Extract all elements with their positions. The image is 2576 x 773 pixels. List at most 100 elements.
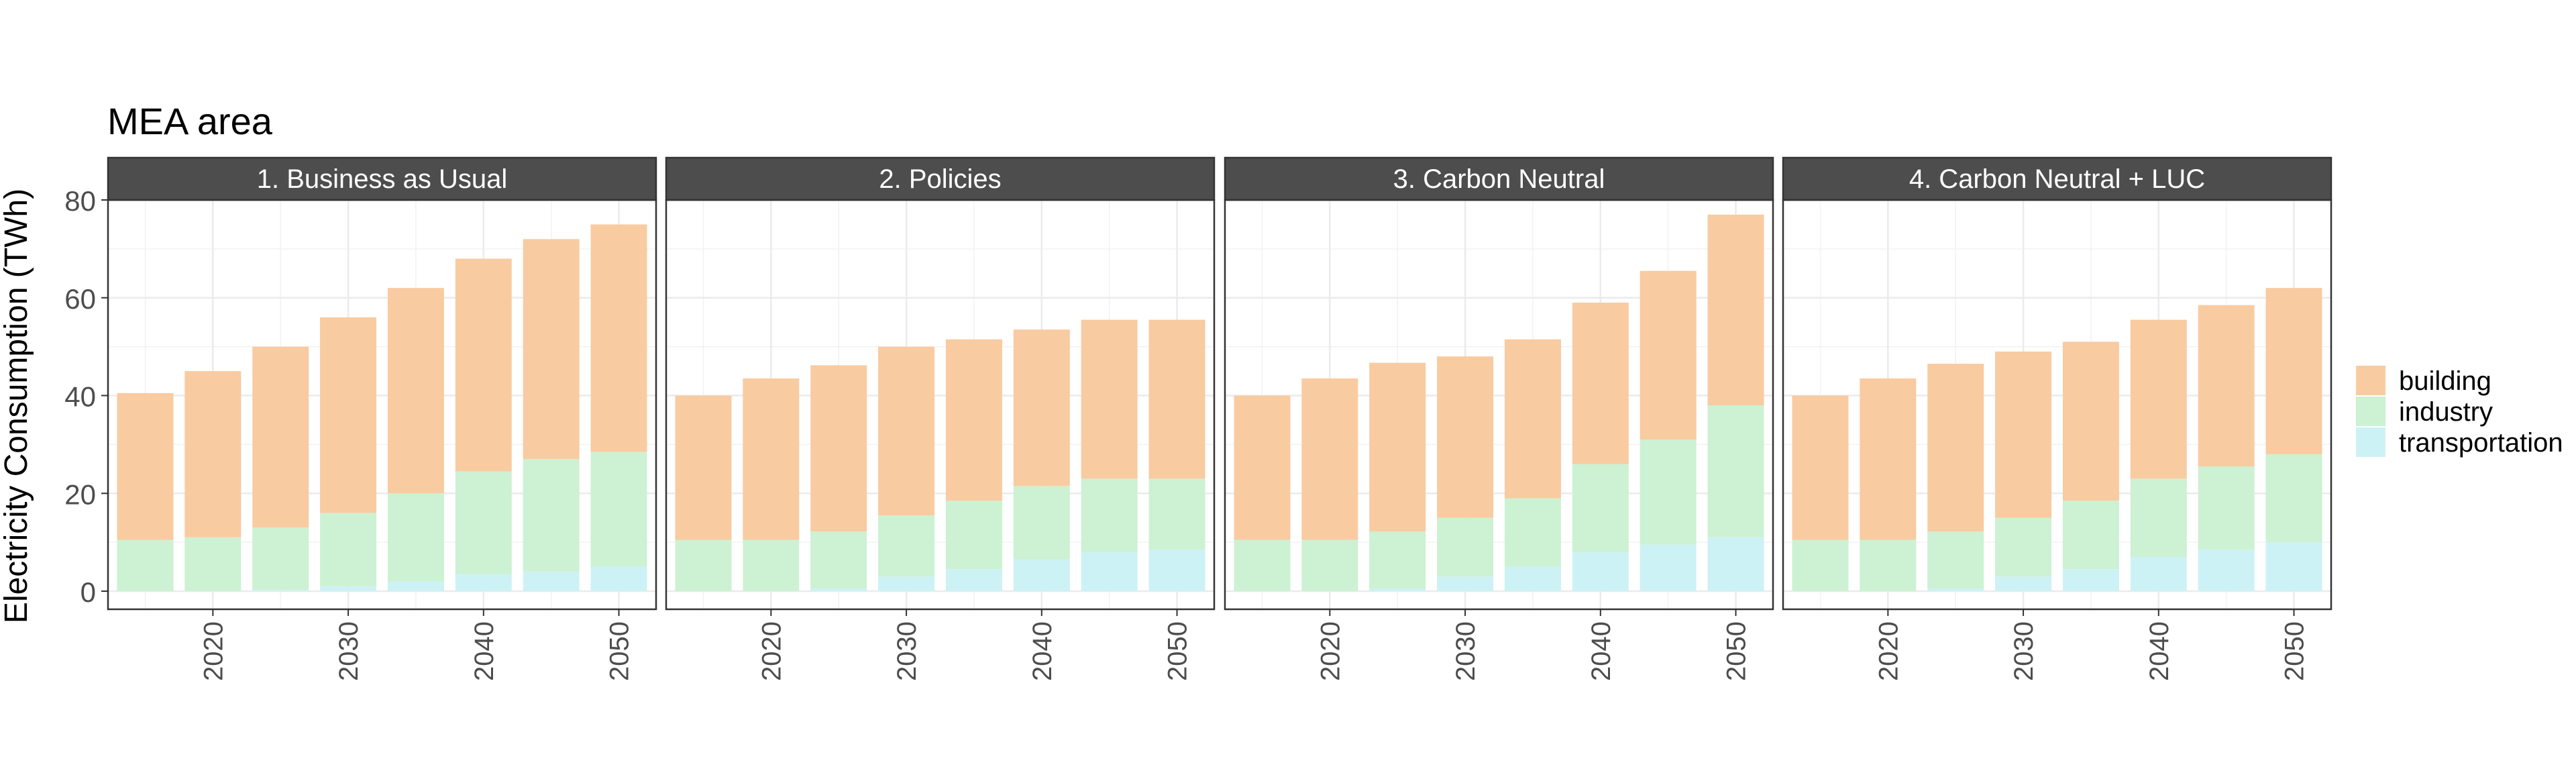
bar-segment-industry	[1707, 405, 1764, 537]
bar-segment-industry	[117, 539, 174, 591]
bar-segment-transportation	[945, 569, 1002, 591]
x-tick-label: 2020	[757, 621, 786, 681]
bar-segment-industry	[1013, 486, 1070, 560]
bar-segment-building	[1437, 356, 1494, 518]
bar-segment-industry	[1437, 517, 1494, 577]
x-tick-label: 2030	[892, 621, 922, 681]
x-tick-label: 2050	[1163, 621, 1193, 681]
bar-segment-industry	[810, 531, 867, 589]
bar-segment-industry	[455, 471, 512, 574]
facet-strip-label: 2. Policies	[879, 164, 1001, 194]
bar-segment-industry	[1792, 539, 1849, 591]
bar-segment-transportation	[2062, 569, 2119, 591]
bar-segment-industry	[945, 501, 1002, 570]
y-axis: 0 20 40 60 80	[64, 185, 108, 608]
y-tick-label: 40	[64, 381, 96, 413]
facet-panel: 3. Carbon Neutral 2020 2030 2040 2050	[1224, 156, 1774, 681]
legend-key	[2356, 397, 2385, 426]
bar-segment-building	[1995, 351, 2052, 518]
bar-segment-building	[320, 317, 377, 513]
bar-segment-building	[523, 239, 580, 460]
x-tick-label: 2020	[199, 621, 228, 681]
facet-panel: 1. Business as Usual 2020 2030 2040 2050	[107, 156, 657, 681]
bar-segment-industry	[878, 515, 935, 577]
bar-segment-industry	[1995, 517, 2052, 577]
bar-segment-industry	[252, 527, 309, 590]
bar-segment-building	[1640, 270, 1697, 440]
x-tick-label: 2040	[470, 621, 499, 681]
bar-segment-building	[675, 395, 732, 540]
bar-segment-industry	[320, 513, 377, 586]
bar-segment-building	[945, 339, 1002, 501]
bar-segment-industry	[1081, 478, 1138, 552]
y-tick-label: 80	[64, 185, 96, 217]
bar-segment-transportation	[878, 576, 935, 591]
bar-segment-building	[878, 346, 935, 516]
bar-segment-industry	[1927, 531, 1984, 589]
bar-segment-building	[2130, 319, 2187, 479]
x-tick-label: 2030	[334, 621, 364, 681]
facet-strip	[1224, 156, 1774, 201]
bar-segment-industry	[1301, 539, 1358, 591]
bar-segment-transportation	[523, 571, 580, 591]
bar-segment-industry	[1860, 539, 1917, 591]
bar-segment-building	[1301, 378, 1358, 540]
facet-strip-label: 3. Carbon Neutral	[1393, 164, 1605, 194]
bar-segment-building	[743, 378, 800, 540]
bar-segment-transportation	[1013, 559, 1070, 591]
bar-segment-transportation	[810, 588, 867, 591]
bar-segment-building	[117, 393, 174, 540]
x-tick-label: 2050	[2280, 621, 2310, 681]
bar-segment-industry	[1369, 531, 1426, 589]
bar-segment-industry	[1148, 478, 1205, 550]
bar-segment-transportation	[455, 574, 512, 591]
bar-segment-transportation	[387, 581, 444, 591]
bar-segment-building	[2265, 288, 2322, 454]
bar-segment-building	[1707, 214, 1764, 406]
bar-segment-transportation	[1927, 588, 1984, 591]
x-tick-label: 2040	[1028, 621, 1057, 681]
bar-segment-building	[1081, 319, 1138, 479]
bar-segment-industry	[387, 493, 444, 582]
bar-segment-industry	[1504, 498, 1561, 567]
bar-segment-industry	[1234, 539, 1291, 591]
bar-segment-industry	[523, 459, 580, 572]
facet-strip-label: 4. Carbon Neutral + LUC	[1909, 164, 2205, 194]
bar-segment-building	[2062, 342, 2119, 501]
legend-key	[2356, 366, 2385, 395]
bar-segment-building	[455, 258, 512, 472]
bar-segment-building	[1572, 303, 1629, 464]
bar-segment-building	[1369, 362, 1426, 532]
legend-label: industry	[2399, 397, 2493, 427]
bar-segment-building	[184, 371, 241, 537]
x-tick-label: 2040	[2145, 621, 2174, 681]
bar-segment-transportation	[590, 566, 647, 591]
bar-segment-building	[1234, 395, 1291, 540]
bar-segment-building	[1927, 364, 1984, 532]
bar-segment-building	[387, 288, 444, 494]
bar-segment-building	[252, 346, 309, 528]
bar-segment-transportation	[1081, 552, 1138, 591]
bar-segment-transportation	[2265, 542, 2322, 591]
bar-segment-building	[2198, 305, 2255, 467]
facet-panel: 2. Policies 2020 2030 2040 2050	[665, 156, 1216, 681]
x-tick-label: 2020	[1316, 621, 1345, 681]
bar-segment-transportation	[1640, 544, 1697, 591]
bar-segment-building	[810, 365, 867, 532]
x-tick-label: 2050	[605, 621, 635, 681]
bar-segment-building	[1860, 378, 1917, 540]
y-tick-label: 60	[64, 283, 96, 315]
legend-label: transportation	[2399, 428, 2563, 458]
bar-segment-industry	[184, 537, 241, 591]
bar-segment-transportation	[320, 586, 377, 591]
bar-segment-transportation	[1437, 576, 1494, 591]
x-tick-label: 2020	[1874, 621, 1903, 681]
x-tick-label: 2030	[1451, 621, 1481, 681]
bar-segment-transportation	[2130, 556, 2187, 591]
legend-key	[2356, 427, 2385, 457]
bar-segment-building	[590, 224, 647, 452]
bar-segment-transportation	[1995, 576, 2052, 591]
